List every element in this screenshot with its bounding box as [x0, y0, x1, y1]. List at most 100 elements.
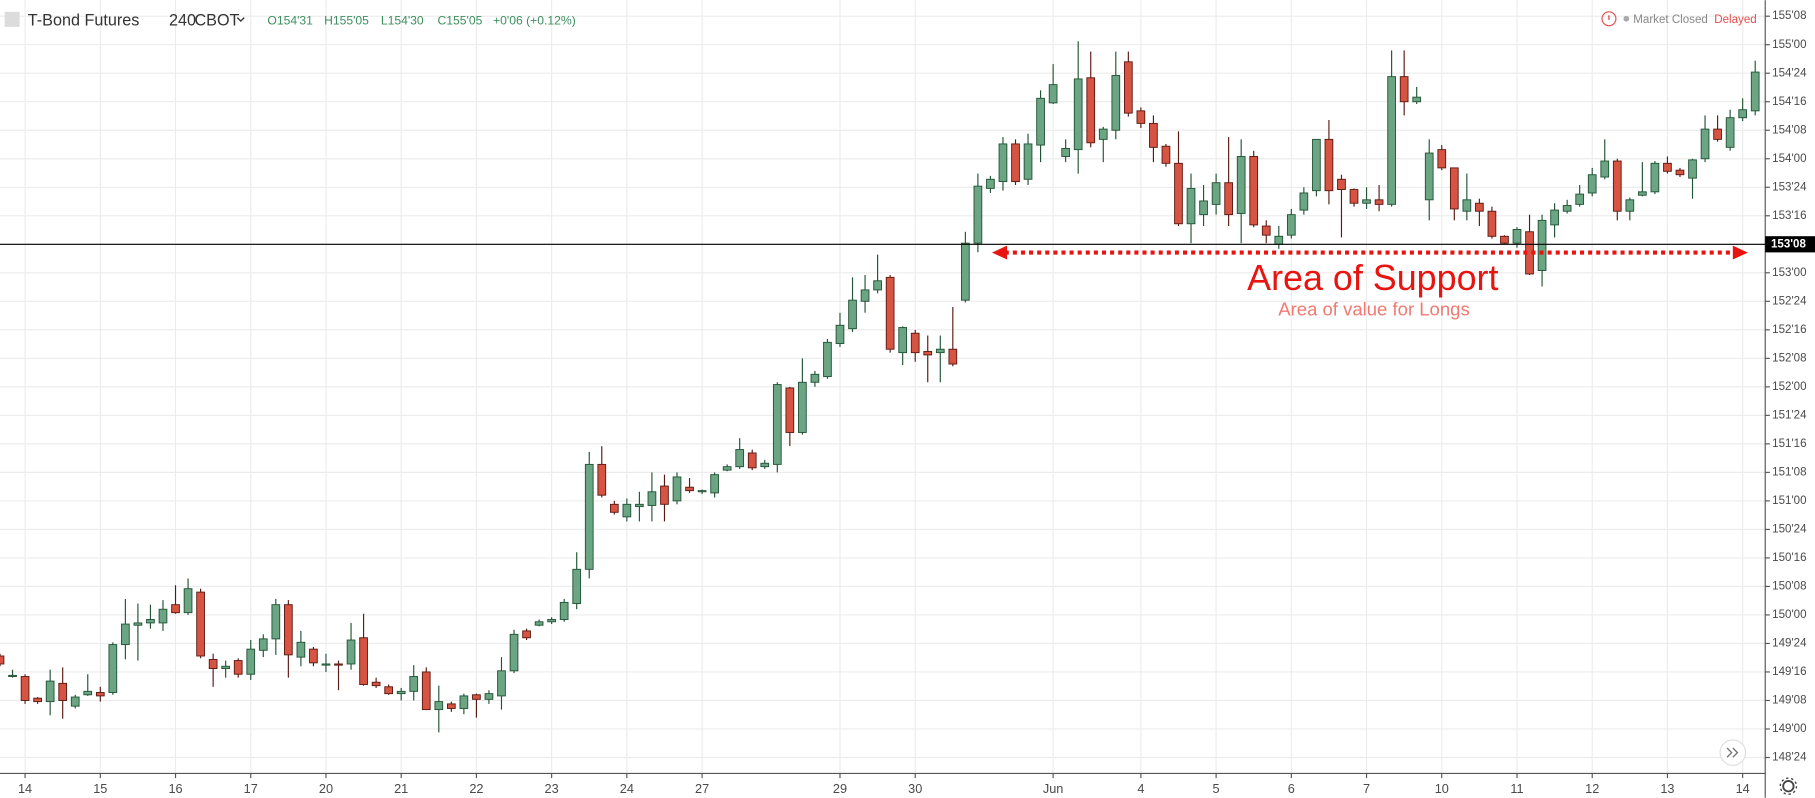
candle-body [1487, 210, 1497, 237]
candle-body [221, 665, 231, 670]
candle-body [1500, 235, 1509, 244]
candle-body [1111, 75, 1121, 131]
candle-body [1600, 160, 1610, 178]
candle-body [810, 373, 820, 383]
candle-body [1575, 193, 1585, 205]
candle-body [559, 601, 569, 620]
candle-body [121, 623, 130, 646]
candle-body [246, 648, 256, 675]
candle-body [547, 619, 556, 623]
candle-body [798, 381, 807, 433]
candle-body [1236, 156, 1246, 214]
candle-body [70, 696, 80, 707]
x-tick-label: 6 [1288, 781, 1295, 796]
y-tick-label: 150'24 [1772, 523, 1807, 535]
candle-body [309, 648, 318, 664]
candle-body [1387, 76, 1396, 205]
candle-body [1725, 117, 1735, 148]
candle-body [1537, 219, 1547, 271]
warning-icon[interactable] [1601, 11, 1617, 27]
candle-body [973, 185, 983, 244]
candle-body [1299, 192, 1309, 211]
candle-body [885, 276, 895, 350]
candle-body [45, 680, 55, 703]
candle-body [421, 671, 431, 711]
candle-body [747, 452, 757, 469]
x-tick-label: 12 [1585, 781, 1599, 796]
x-tick-label: 22 [469, 781, 483, 796]
candle-body [158, 608, 168, 624]
candle-body [873, 280, 882, 291]
candle-body [1424, 152, 1434, 201]
candle-body [446, 703, 456, 709]
candle-body [1362, 199, 1371, 204]
candle-body [497, 670, 506, 697]
candle-body [233, 660, 243, 675]
candle-body [146, 619, 155, 624]
candle-body [1688, 159, 1697, 179]
y-tick-label: 150'00 [1772, 609, 1806, 621]
candle-body [1449, 167, 1459, 210]
settings-icon[interactable] [1782, 780, 1795, 793]
y-tick-label: 151'24 [1772, 409, 1807, 421]
candle-body [472, 694, 481, 700]
x-tick-label: 7 [1363, 781, 1370, 796]
candle-body [597, 463, 607, 496]
symbol-title: T-Bond Futures [28, 11, 140, 29]
candle-body [835, 324, 845, 344]
y-tick-label: 149'08 [1772, 695, 1806, 707]
exchange: CBOT [194, 11, 239, 29]
ohlc-value: H155'05 [324, 13, 369, 27]
candles [0, 41, 1760, 733]
candle-body [8, 674, 17, 678]
scroll-button[interactable] [1719, 739, 1747, 766]
candle-body [1161, 145, 1171, 164]
ohlc-value: O154'31 [267, 13, 313, 27]
candle-body [1475, 202, 1484, 212]
x-tick-label: 21 [394, 781, 408, 796]
candle-body [409, 676, 419, 692]
candle-body [83, 690, 93, 696]
candle-body [1036, 97, 1045, 146]
candle-body [296, 641, 306, 658]
interval[interactable]: 240 [169, 11, 196, 29]
candle-body [1562, 205, 1572, 212]
candle-body [685, 486, 694, 492]
candle-body [484, 693, 494, 700]
candle-body [584, 463, 594, 570]
x-tick-label: 27 [695, 781, 709, 796]
x-tick-label: 14 [1736, 781, 1750, 796]
candle-body [1061, 148, 1071, 157]
x-tick-label: 15 [93, 781, 107, 796]
candle-body [133, 622, 143, 626]
y-tick-label: 152'24 [1772, 295, 1807, 307]
candle-body [910, 332, 920, 354]
x-tick-label: 30 [908, 781, 922, 796]
candle-body [986, 178, 995, 189]
y-tick-label: 155'08 [1772, 10, 1806, 22]
y-tick-label: 153'24 [1772, 181, 1807, 193]
chevron[interactable] [236, 17, 245, 23]
x-tick-label: 29 [833, 781, 847, 796]
candle-body [772, 384, 782, 465]
y-tick-label: 151'00 [1772, 495, 1806, 507]
y-tick-label: 154'24 [1772, 67, 1807, 79]
candle-body [760, 462, 770, 468]
candle-body [108, 644, 118, 693]
candle-body [622, 503, 632, 518]
y-tick-label: 150'16 [1772, 552, 1806, 564]
candle-body [572, 568, 582, 604]
candle-body [1086, 77, 1096, 144]
candle-body [434, 701, 444, 711]
y-tick-label: 154'08 [1772, 124, 1806, 136]
candle-body [334, 663, 343, 666]
candle-body [647, 491, 657, 506]
candle-body [1324, 138, 1334, 192]
candle-body [1274, 235, 1284, 245]
y-tick-label: 151'08 [1772, 466, 1806, 478]
candle-body [95, 692, 105, 697]
x-tick-label: 5 [1213, 781, 1220, 796]
candle-body [1550, 209, 1559, 226]
